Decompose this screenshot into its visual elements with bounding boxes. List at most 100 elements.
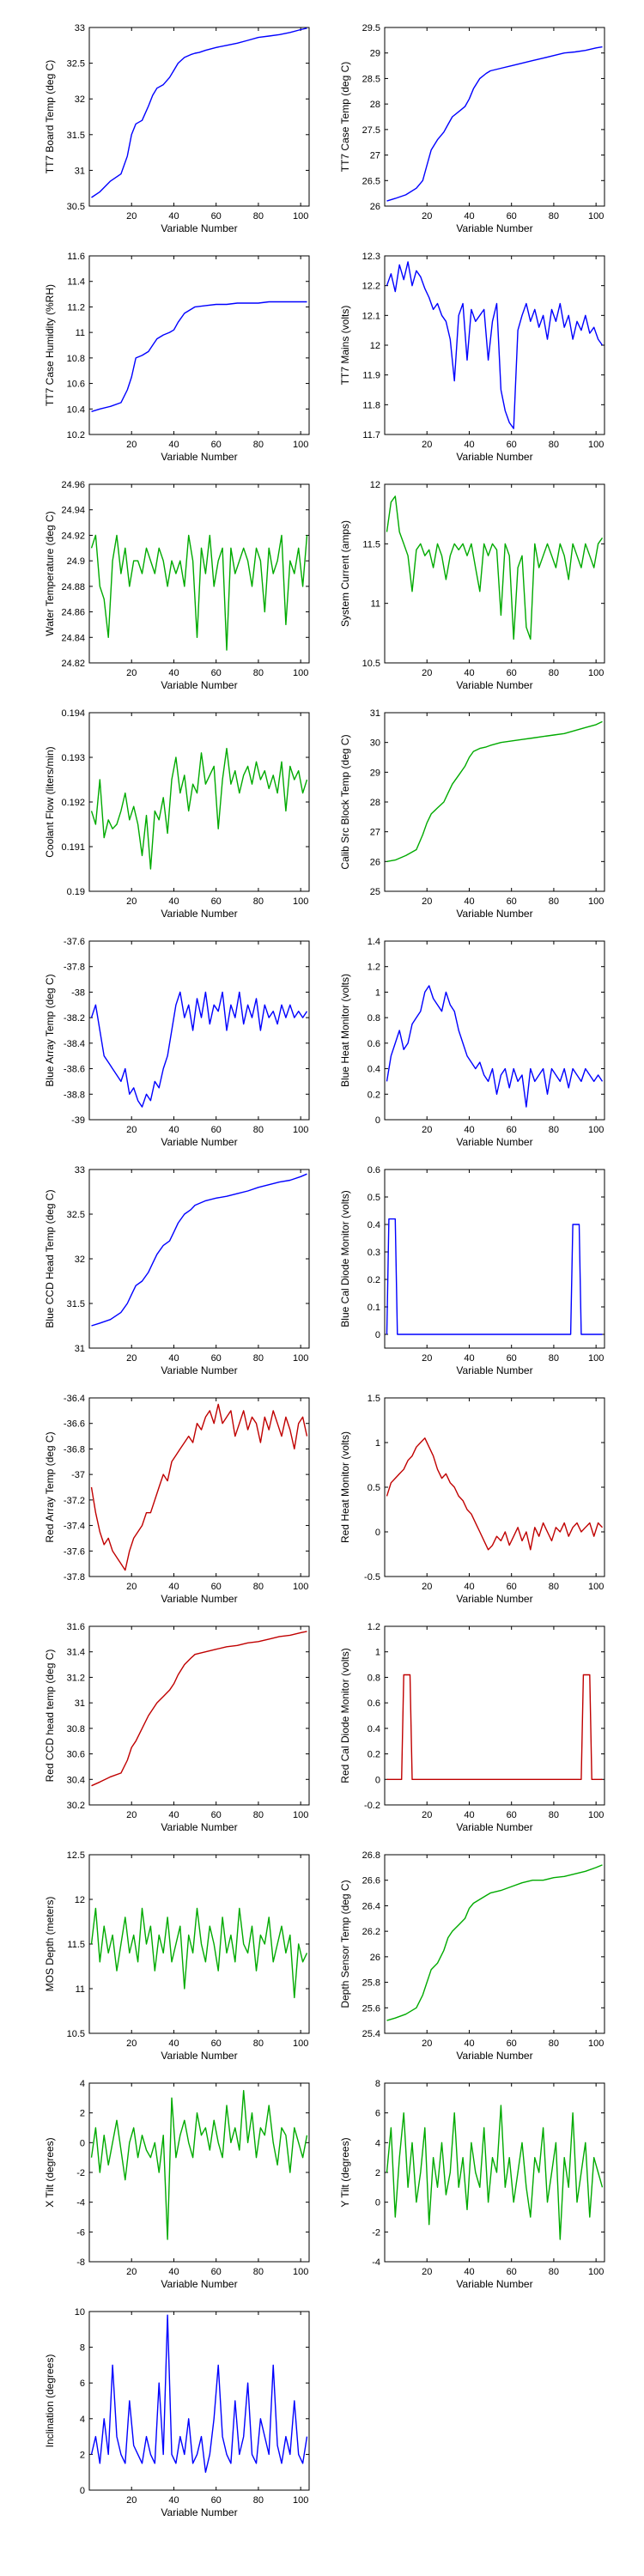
y-tick-label: -0.5 — [364, 1572, 380, 1583]
chart-panel-12: 20 40 60 80 100 0 0.1 0.2 0.3 0.4 0.5 0.6 Variable N… — [339, 1165, 605, 1376]
x-axis-label: Variable Number — [161, 2506, 237, 2518]
x-tick-label: 20 — [126, 1353, 137, 1364]
x-tick-label: 20 — [126, 2038, 137, 2049]
x-tick-label: 20 — [126, 2267, 137, 2277]
y-tick-label: 31.4 — [67, 1648, 85, 1658]
plot-area — [88, 1169, 310, 1349]
y-tick-label: 1.5 — [368, 1394, 380, 1404]
x-tick-label: 40 — [168, 668, 179, 678]
x-tick-label: 100 — [588, 1582, 604, 1592]
y-tick-label: -36.4 — [64, 1394, 85, 1404]
y-axis-label: TT7 Case Temp (deg C) — [339, 62, 351, 173]
y-axis-label: Red Cal Diode Monitor (volts) — [339, 1648, 351, 1783]
y-tick-label: 4 — [80, 2415, 85, 2425]
y-tick-label: 24.96 — [61, 480, 85, 490]
x-tick-label: 80 — [253, 211, 264, 222]
plot-area — [88, 712, 310, 892]
x-tick-label: 20 — [126, 2495, 137, 2506]
y-tick-label: 24.82 — [61, 659, 85, 669]
y-tick-label: 24.9 — [67, 556, 85, 567]
x-tick-label: 20 — [126, 211, 137, 222]
y-tick-label: -37.6 — [64, 1546, 85, 1557]
x-tick-label: 20 — [422, 896, 432, 907]
y-axis-label: Calib Src Block Temp (deg C) — [339, 734, 351, 869]
y-tick-label: 0.3 — [368, 1248, 380, 1258]
y-tick-label: 24.86 — [61, 608, 85, 618]
plot-area — [88, 1625, 310, 1806]
y-tick-label: 1.2 — [368, 963, 380, 973]
x-tick-label: 20 — [422, 1810, 432, 1820]
y-tick-label: 0.4 — [368, 1065, 380, 1075]
plot-area — [384, 940, 605, 1121]
x-tick-label: 20 — [422, 1353, 432, 1364]
x-tick-label: 100 — [588, 2038, 604, 2049]
x-tick-label: 80 — [549, 1582, 559, 1592]
x-tick-label: 60 — [211, 211, 222, 222]
plot-area — [384, 1625, 605, 1806]
y-tick-label: 30.2 — [67, 1801, 85, 1811]
y-tick-label: 26 — [370, 1953, 380, 1963]
y-tick-label: 0 — [375, 1115, 380, 1126]
y-axis-label: Inclination (degrees) — [44, 2354, 56, 2448]
y-tick-label: 27.5 — [362, 125, 380, 136]
chart-panel-17: 20 40 60 80 100 10.5 11 11.5 12 12.5 Variable Numb… — [44, 1850, 310, 2062]
y-axis-label: Red Array Temp (deg C) — [44, 1431, 56, 1542]
x-tick-label: 100 — [293, 668, 308, 678]
y-tick-label: 30.8 — [67, 1724, 85, 1735]
y-tick-label: 32 — [75, 94, 85, 105]
y-tick-label: 24.94 — [61, 506, 85, 516]
y-tick-label: 0 — [80, 2486, 85, 2496]
y-tick-label: 30.4 — [67, 1775, 85, 1785]
x-tick-label: 60 — [507, 668, 517, 678]
x-axis-label: Variable Number — [161, 679, 237, 691]
x-tick-label: 40 — [464, 1353, 474, 1364]
plot-area — [88, 1854, 310, 2034]
x-tick-label: 60 — [507, 211, 517, 222]
y-tick-label: 11.2 — [67, 302, 85, 313]
x-tick-label: 20 — [422, 1125, 432, 1135]
y-tick-label: -37.8 — [64, 963, 85, 973]
y-tick-label: 25.8 — [362, 1978, 380, 1989]
x-tick-label: 80 — [549, 211, 559, 222]
x-tick-label: 40 — [168, 1582, 179, 1592]
series-line — [90, 2089, 308, 2240]
x-tick-label: 100 — [588, 668, 604, 678]
series-line — [91, 1173, 307, 1327]
y-tick-label: 0 — [375, 2198, 380, 2208]
chart-panel-7: 20 40 60 80 100 0.19 0.191 0.192 0.193 0.194 Varia… — [44, 708, 310, 920]
y-tick-label: 0.5 — [368, 1193, 380, 1203]
x-tick-label: 100 — [588, 2267, 604, 2277]
x-tick-label: 20 — [126, 668, 137, 678]
x-tick-label: 100 — [293, 440, 308, 450]
x-tick-label: 40 — [464, 2038, 474, 2049]
y-tick-label: 33 — [75, 1165, 85, 1176]
y-axis-label: Blue Cal Diode Monitor (volts) — [339, 1190, 351, 1327]
x-axis-label: Variable Number — [161, 451, 237, 463]
x-tick-label: 80 — [253, 668, 264, 678]
x-axis-label: Variable Number — [456, 908, 532, 920]
x-tick-label: 60 — [211, 668, 222, 678]
y-axis-label: Depth Sensor Temp (deg C) — [339, 1880, 351, 2008]
y-tick-label: 0 — [375, 1528, 380, 1538]
y-tick-label: 32.5 — [67, 1210, 85, 1220]
x-tick-label: 60 — [211, 1810, 222, 1820]
series-line — [90, 747, 308, 870]
x-axis-label: Variable Number — [161, 2050, 237, 2062]
plot-area — [88, 940, 310, 1121]
y-tick-label: -37.6 — [64, 937, 85, 947]
y-tick-label: 11 — [76, 1984, 85, 1995]
y-tick-label: 0 — [375, 1330, 380, 1340]
y-tick-label: 11.4 — [67, 277, 85, 288]
x-tick-label: 100 — [588, 1125, 604, 1135]
x-tick-label: 80 — [253, 896, 264, 907]
y-tick-label: 1.2 — [368, 1622, 380, 1632]
y-tick-label: 12.3 — [362, 252, 380, 262]
x-axis-label: Variable Number — [161, 1593, 237, 1605]
plot-area — [384, 1854, 605, 2034]
x-tick-label: 100 — [293, 1125, 308, 1135]
y-tick-label: 30 — [370, 738, 380, 749]
x-tick-label: 100 — [293, 2267, 308, 2277]
y-tick-label: -2 — [372, 2227, 380, 2238]
chart-panel-1: 20 40 60 80 100 30.5 31 31.5 32 32.5 33 Variable Nu… — [44, 23, 310, 234]
y-tick-label: -38 — [71, 987, 85, 998]
